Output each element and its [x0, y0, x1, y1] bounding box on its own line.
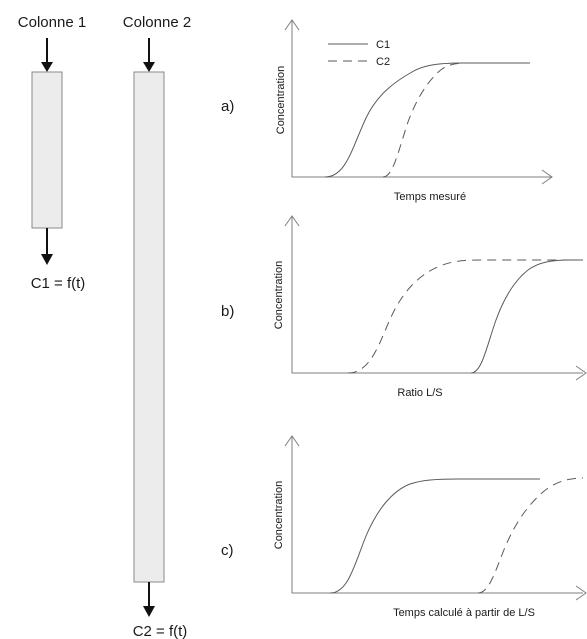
- panel-a-x-arrowhead: [541, 169, 553, 185]
- panel-c-ylabel: Concentration: [273, 481, 285, 550]
- column-1-output-label: C1 = f(t): [31, 275, 86, 292]
- column-1-label: Colonne 1: [18, 14, 86, 31]
- panel-a-xlabel: Temps mesuré: [394, 191, 466, 203]
- panel-c-x-arrowhead: [575, 585, 587, 601]
- panel-b: b) Concentration Ratio L/S: [221, 215, 587, 399]
- column-1-inlet-arrowhead: [41, 62, 53, 72]
- panel-b-label: b): [221, 303, 234, 320]
- panel-b-axes: [291, 216, 583, 374]
- panel-a-y-arrowhead: [284, 19, 300, 31]
- panel-b-xlabel: Ratio L/S: [397, 387, 442, 399]
- panel-a-axes: [291, 20, 552, 178]
- panel-a-curve-c2: [382, 62, 471, 178]
- panel-b-y-arrowhead: [284, 215, 300, 227]
- legend-c2-label: C2: [376, 56, 390, 68]
- column-2-outlet-arrowhead: [143, 606, 155, 617]
- panel-c-curve-c2: [477, 477, 584, 594]
- column-1-outlet-arrowhead: [41, 254, 53, 265]
- panel-b-curve-c2: [347, 259, 570, 374]
- column-2-group: Colonne 2 C2 = f(t): [123, 14, 191, 639]
- panel-c-curve-c1: [329, 478, 540, 594]
- column-2-inlet-arrowhead: [143, 62, 155, 72]
- legend-c1-label: C1: [376, 39, 390, 51]
- panel-c: c) Concentration Temps calculé à partir …: [221, 435, 587, 619]
- panel-a-label: a): [221, 98, 234, 115]
- column-1: [31, 71, 63, 229]
- panel-a-curve-c1: [324, 62, 530, 178]
- panel-a: a) Concentration Temps mesuré C1 C2: [221, 19, 553, 203]
- panel-b-curve-c1: [470, 259, 583, 374]
- panel-c-axes: [291, 436, 583, 594]
- column-2: [133, 71, 165, 583]
- panel-b-ylabel: Concentration: [273, 261, 285, 330]
- panel-a-ylabel: Concentration: [275, 66, 287, 135]
- column-2-output-label: C2 = f(t): [133, 623, 188, 639]
- panel-c-y-arrowhead: [284, 435, 300, 447]
- panel-c-xlabel: Temps calculé à partir de L/S: [393, 607, 535, 619]
- column-1-group: Colonne 1 C1 = f(t): [18, 14, 86, 292]
- panel-b-x-arrowhead: [575, 365, 587, 381]
- panel-c-label: c): [221, 542, 234, 559]
- column-2-label: Colonne 2: [123, 14, 191, 31]
